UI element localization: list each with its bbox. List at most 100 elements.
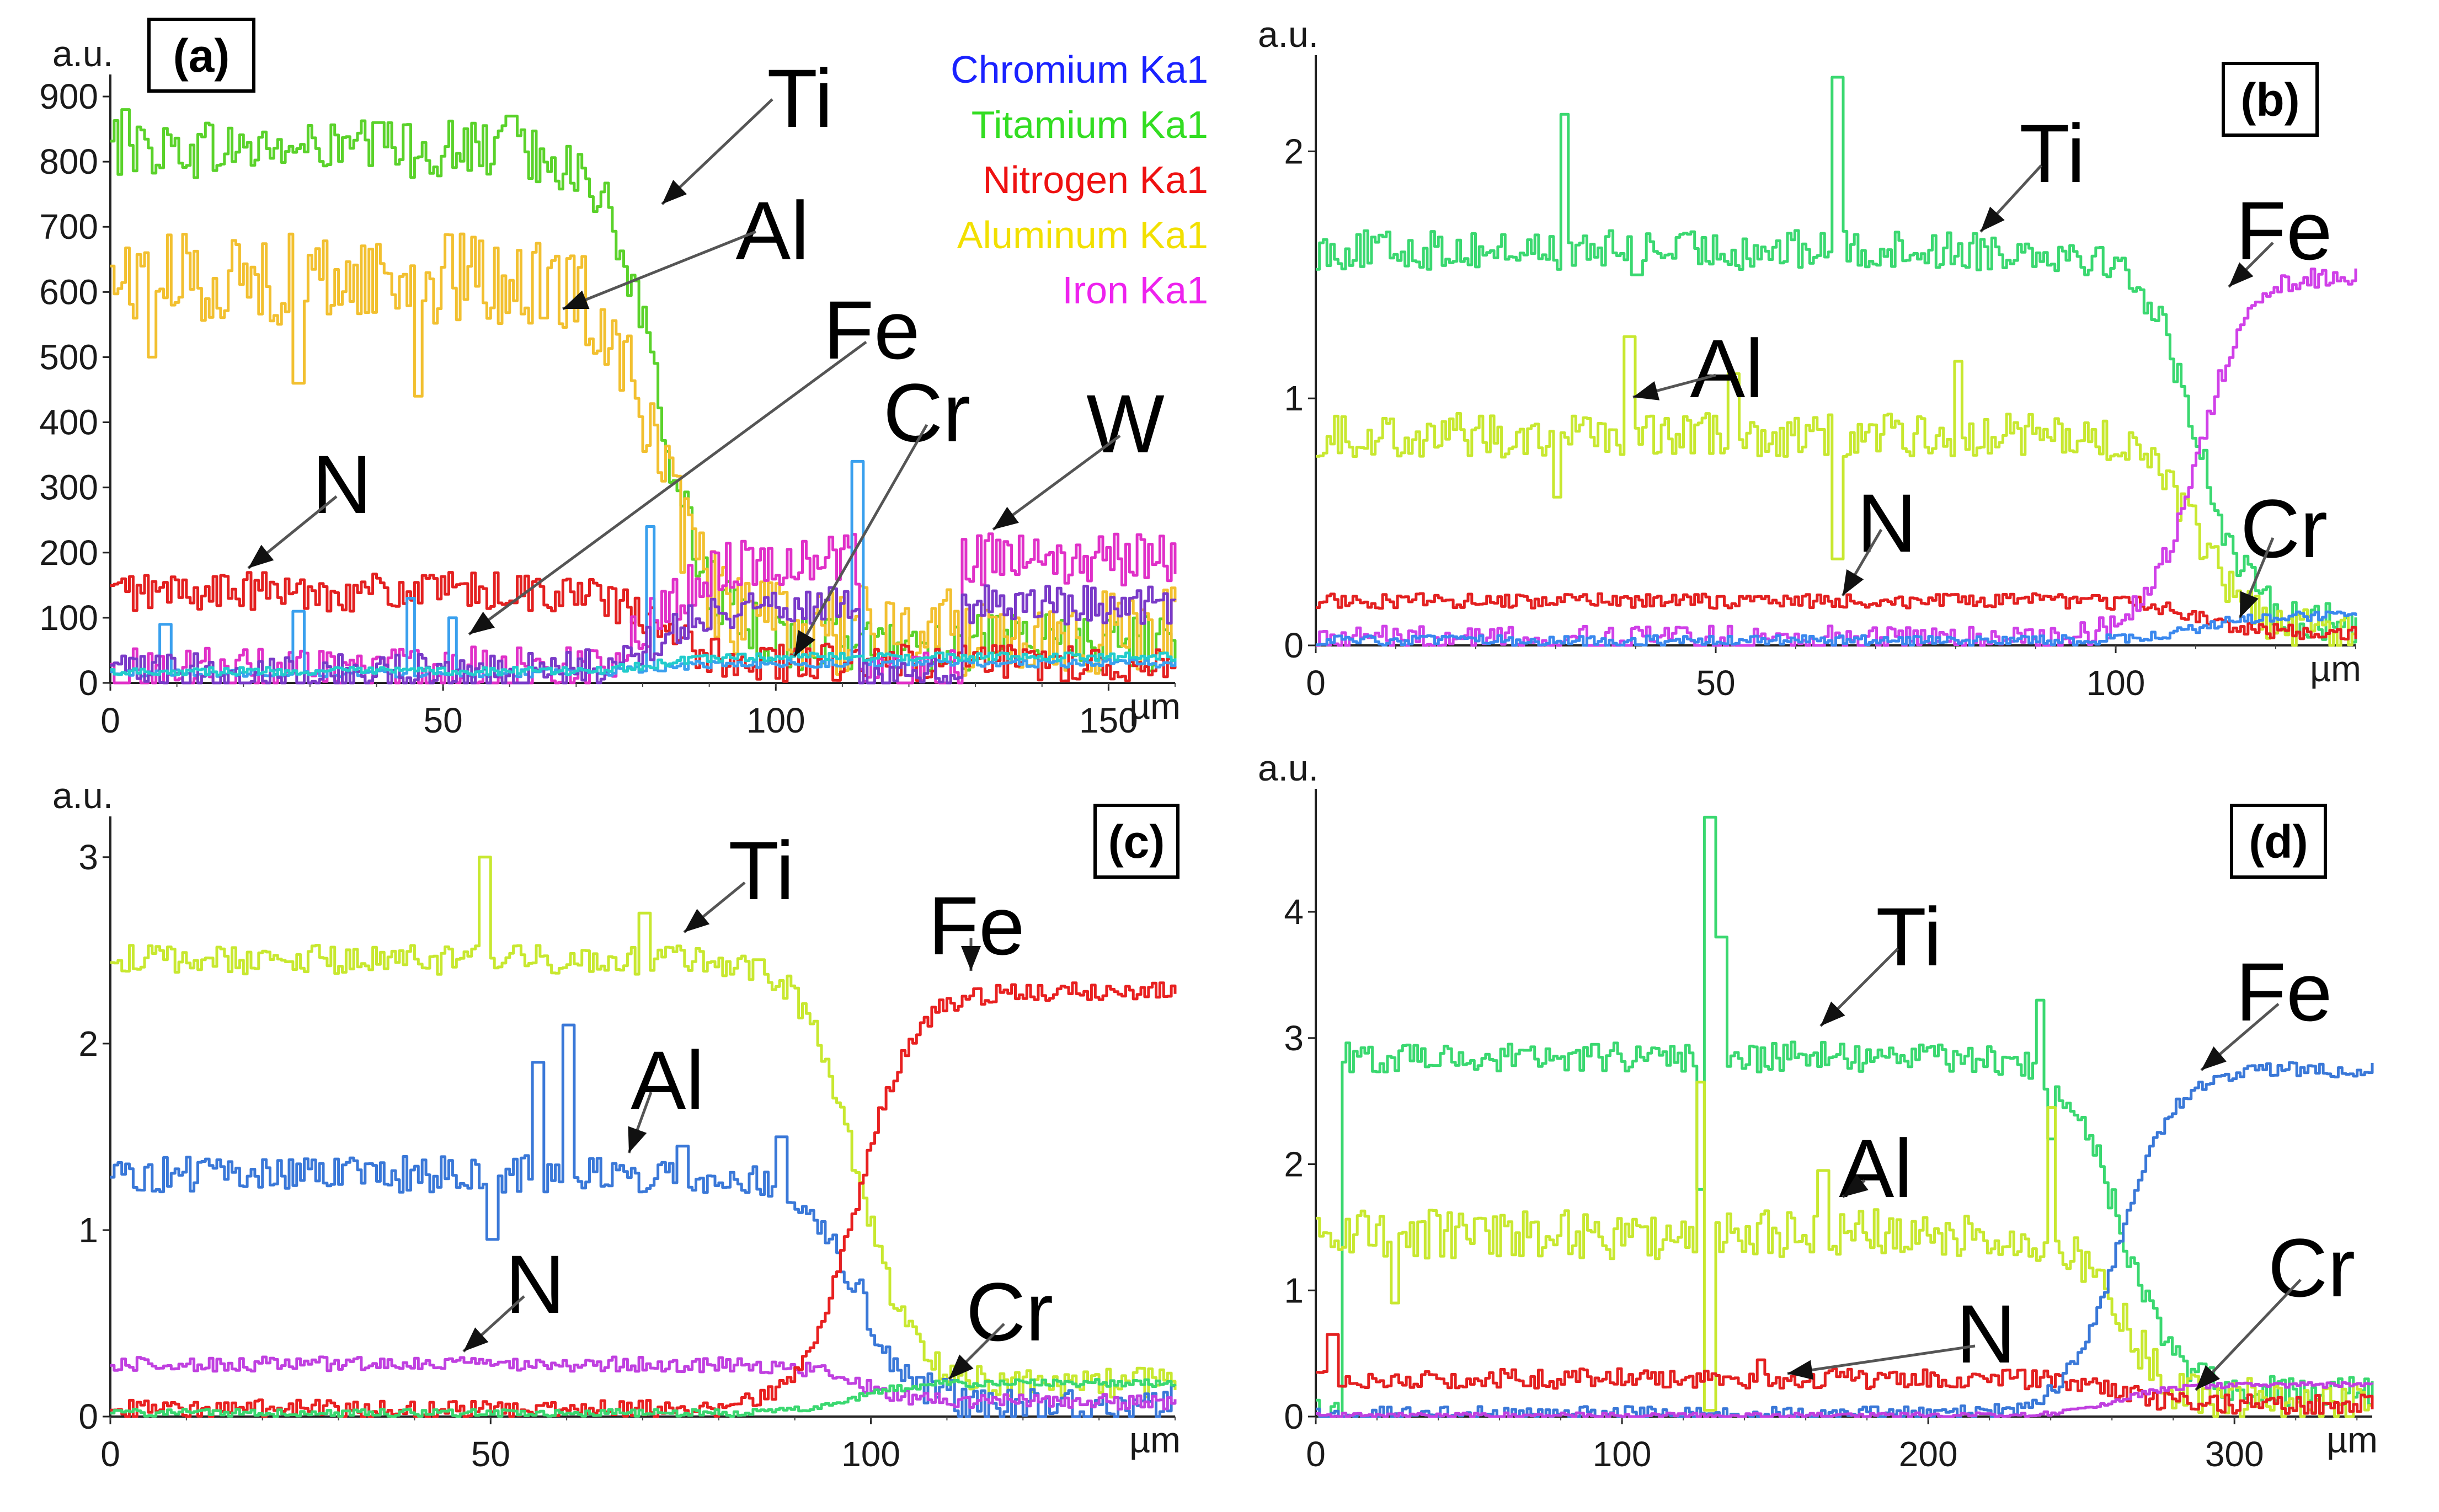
x-tick-label: 0 — [1306, 663, 1326, 703]
x-tick-label: 100 — [841, 1434, 900, 1474]
element-label-ti: Ti — [728, 824, 794, 917]
element-label-n: N — [1956, 1287, 2016, 1380]
x-tick-label: 50 — [1696, 663, 1735, 703]
arrow-line — [562, 230, 756, 311]
series-line-cr2 — [110, 651, 1177, 677]
series-line-ti — [1316, 76, 2357, 644]
arrow-head — [1981, 206, 2005, 232]
element-label-ti: Ti — [1876, 890, 1941, 983]
series-line-al — [1316, 1081, 2374, 1418]
arrow-line — [661, 98, 773, 205]
panel-tag-box — [2222, 62, 2319, 137]
x-axis-unit: µm — [1129, 1419, 1181, 1460]
series-line-cr — [110, 1378, 1177, 1418]
x-tick-label: 150 — [1079, 701, 1138, 740]
series-line-n — [1316, 1333, 2374, 1415]
element-label-ti: Ti — [2019, 107, 2085, 200]
series-line-cr — [110, 460, 1177, 678]
arrow-head — [684, 909, 710, 932]
element-label-al: Al — [735, 184, 809, 277]
arrow-head — [794, 629, 815, 656]
x-axis-unit: µm — [2326, 1419, 2378, 1460]
series-line-n — [110, 571, 1177, 683]
y-tick-label: 500 — [39, 337, 98, 377]
y-tick-label: 4 — [1284, 892, 1304, 932]
x-tick-label: 100 — [746, 701, 805, 740]
y-tick-label: 1 — [1284, 1270, 1304, 1310]
arrow-head — [463, 1327, 489, 1351]
legend-entry: Chromium Ka1 — [951, 48, 1208, 91]
y-tick-label: 200 — [39, 533, 98, 573]
panel-tag-label: (b) — [2240, 74, 2299, 126]
y-tick-label: 100 — [39, 598, 98, 638]
arrow-head — [2229, 262, 2254, 287]
y-axis-label: a.u. — [1258, 747, 1319, 788]
element-label-al: Al — [1839, 1122, 1912, 1215]
y-tick-label: 800 — [39, 142, 98, 181]
panel-tag-label: (d) — [2249, 816, 2308, 868]
y-tick-label: 3 — [78, 837, 98, 877]
y-axis-label: a.u. — [52, 775, 113, 816]
series-line-n — [110, 1355, 1177, 1411]
arrow-head — [1843, 1174, 1869, 1197]
element-label-al: Al — [1690, 322, 1763, 415]
element-label-al: Al — [631, 1034, 704, 1126]
y-tick-label: 400 — [39, 403, 98, 442]
arrow-head — [2240, 591, 2259, 618]
y-tick-label: 900 — [39, 77, 98, 116]
arrow-head — [1843, 569, 1864, 596]
y-tick-label: 3 — [1284, 1018, 1304, 1058]
y-tick-label: 0 — [1284, 626, 1304, 665]
y-axis-label: a.u. — [1258, 14, 1319, 55]
series-line-ti — [1316, 815, 2374, 1418]
y-tick-label: 300 — [39, 468, 98, 507]
arrow-line — [2195, 1279, 2302, 1391]
panel-tag-box — [147, 18, 255, 93]
x-tick-label: 100 — [2086, 663, 2146, 703]
y-tick-label: 2 — [78, 1024, 98, 1064]
arrow-head — [1821, 1001, 1845, 1026]
panel-tag-box — [1093, 804, 1180, 879]
element-label-fe: Fe — [2235, 945, 2332, 1038]
panel-c: 0 1 2 3 0 50 100 a.u. µm (c) Ti Fe Al N Cr — [52, 775, 1181, 1474]
element-label-cr: Cr — [966, 1265, 1053, 1358]
arrow-line — [468, 340, 867, 636]
arrow-line — [793, 424, 928, 658]
legend-entry: Aluminum Ka1 — [957, 213, 1208, 257]
legend-entry: Titamium Ka1 — [972, 103, 1208, 146]
y-axis-label: a.u. — [52, 33, 113, 74]
x-tick-label: 0 — [1306, 1434, 1326, 1474]
legend-entry: Nitrogen Ka1 — [983, 158, 1208, 201]
element-label-fe: Fe — [928, 879, 1024, 972]
series-line-al — [110, 232, 1177, 677]
legend-entry: Iron Ka1 — [1062, 269, 1208, 312]
y-tick-label: 700 — [39, 207, 98, 247]
series-line-n — [1316, 592, 2357, 641]
y-tick-label: 600 — [39, 272, 98, 312]
arrow-head — [469, 611, 495, 634]
y-tick-label: 1 — [78, 1210, 98, 1250]
arrow-head — [563, 290, 590, 309]
x-tick-label: 300 — [2205, 1434, 2264, 1474]
arrow-head — [1787, 1360, 1814, 1380]
arrow-line — [1787, 1344, 1976, 1375]
y-tick-label: 0 — [1284, 1397, 1304, 1436]
element-label-n: N — [505, 1238, 565, 1331]
arrow-head — [628, 1126, 647, 1153]
x-tick-label: 200 — [1899, 1434, 1958, 1474]
arrow-head — [993, 506, 1019, 530]
x-axis-unit: µm — [1129, 686, 1181, 726]
x-tick-label: 0 — [100, 701, 120, 740]
panel-tag-box — [2230, 804, 2327, 879]
series-line-cr — [1316, 610, 2357, 647]
arrow-head — [2201, 1046, 2227, 1070]
element-label-ti: Ti — [767, 52, 832, 145]
element-label-fe: Fe — [2235, 184, 2332, 277]
element-label-n: N — [312, 438, 372, 531]
y-tick-label: 1 — [1284, 378, 1304, 418]
x-tick-label: 100 — [1593, 1434, 1652, 1474]
element-label-cr: Cr — [883, 366, 970, 459]
